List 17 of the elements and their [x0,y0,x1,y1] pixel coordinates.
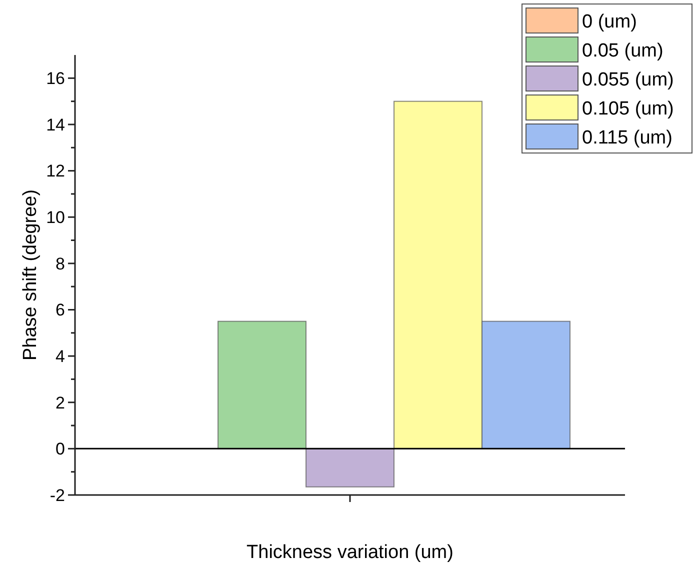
y-tick-label: 0 [56,440,65,459]
legend-label: 0.105 (um) [582,98,674,120]
legend-label: 0 (um) [582,12,637,33]
y-axis-title: Phase shift (degree) [20,189,41,361]
y-tick-label: 8 [56,254,65,274]
y-tick-label: 16 [46,69,65,88]
legend-label: 0.05 (um) [582,40,664,62]
y-tick-label: 12 [46,162,65,181]
x-axis-title: Thickness variation (um) [246,542,454,563]
legend-label: 0.055 (um) [582,70,674,91]
legend-label: 0.115 (um) [582,128,672,149]
y-tick-label: 10 [46,208,65,228]
y-tick-label: 4 [56,347,65,366]
y-tick-label: 14 [46,115,65,134]
y-tick-label: 2 [56,393,65,412]
y-tick-label: -2 [50,486,65,505]
y-tick-label: 6 [56,300,65,320]
